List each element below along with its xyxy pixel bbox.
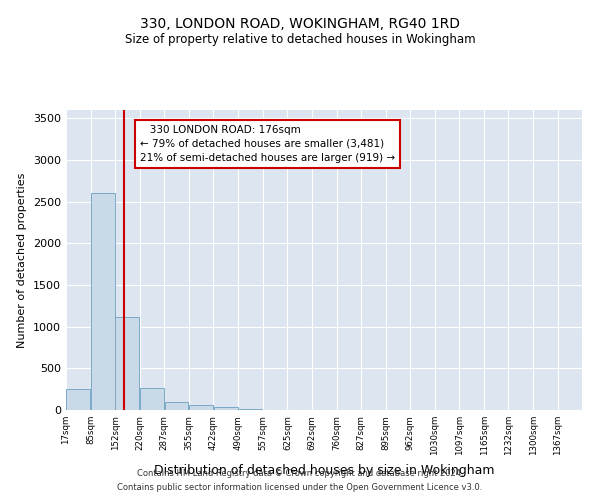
Bar	[91, 192, 115, 410]
Text: Contains HM Land Registry data © Crown copyright and database right 2024.: Contains HM Land Registry data © Crown c…	[137, 468, 463, 477]
X-axis label: Distribution of detached houses by size in Wokingham: Distribution of detached houses by size …	[154, 464, 494, 476]
Text: 330, LONDON ROAD, WOKINGHAM, RG40 1RD: 330, LONDON ROAD, WOKINGHAM, RG40 1RD	[140, 18, 460, 32]
Bar	[238, 409, 262, 410]
Bar	[115, 316, 139, 410]
Bar	[214, 407, 238, 410]
Y-axis label: Number of detached properties: Number of detached properties	[17, 172, 28, 348]
Text: 330 LONDON ROAD: 176sqm   
← 79% of detached houses are smaller (3,481)
21% of s: 330 LONDON ROAD: 176sqm ← 79% of detache…	[140, 125, 395, 163]
Bar	[66, 389, 90, 410]
Text: Size of property relative to detached houses in Wokingham: Size of property relative to detached ho…	[125, 32, 475, 46]
Text: Contains public sector information licensed under the Open Government Licence v3: Contains public sector information licen…	[118, 484, 482, 492]
Bar	[164, 402, 188, 410]
Bar	[190, 406, 213, 410]
Bar	[140, 388, 164, 410]
